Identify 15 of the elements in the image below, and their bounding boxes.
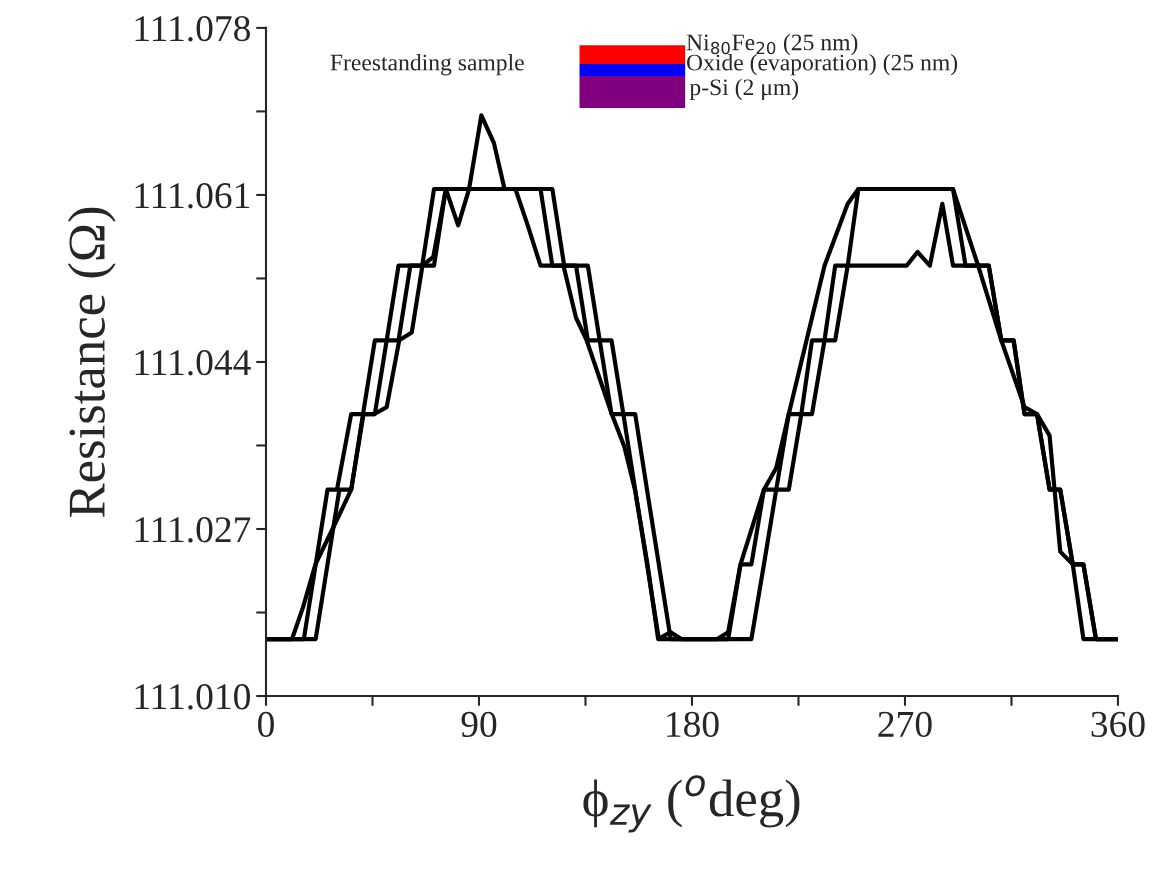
y-tick-label: 111.061: [135, 183, 250, 209]
annotation: p-Si (2 μm): [689, 78, 799, 101]
x-tick-label: 0: [258, 711, 274, 737]
y-tick-label: 111.027: [135, 517, 251, 543]
x-tick-label: 90: [461, 711, 497, 737]
x-tick-label: 180: [667, 711, 719, 737]
x-tick-label: 360: [1091, 711, 1145, 737]
annotation: Freestanding sample: [330, 53, 524, 76]
y-tick-label: 111.044: [135, 350, 251, 376]
x-tick-label: 270: [878, 711, 932, 737]
y-tick-label: 111.010: [135, 684, 250, 710]
annotation: Oxide (evaporation) (25 nm): [686, 53, 958, 76]
x-axis-title: ϕ$_{zy}$ ($^{o}$deg): [583, 775, 800, 833]
y-tick-label: 111.078: [135, 15, 250, 42]
y-axis-title: Resistance (Ω): [67, 207, 116, 518]
